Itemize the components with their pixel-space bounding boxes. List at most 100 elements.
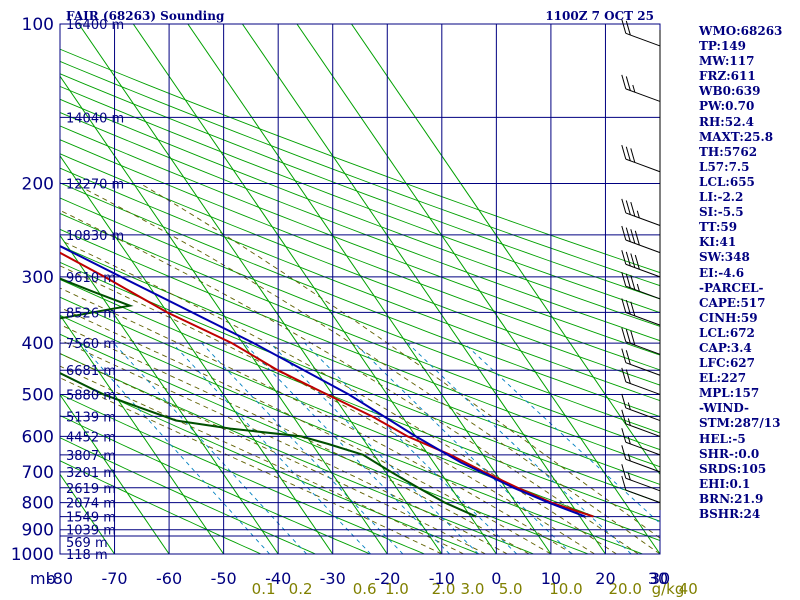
chart-title-left: FAIR (68263) Sounding	[66, 9, 225, 23]
wind-barb-half-flag	[627, 436, 631, 444]
wind-barb-flag	[630, 148, 636, 163]
height-label: 7560 m	[66, 337, 116, 352]
height-label: 16400 m	[66, 18, 124, 33]
isotherm-line	[60, 75, 388, 554]
wind-barb-shaft	[625, 423, 661, 437]
wind-barb-shaft	[625, 32, 661, 47]
wind-barb-flag	[630, 253, 636, 268]
wind-barb-flag	[621, 19, 627, 34]
sounding-index-item: SRDS:105	[699, 461, 767, 476]
dry-adiabat-line	[60, 261, 660, 504]
dry-adiabat-line	[60, 393, 425, 554]
wind-barb-shaft	[625, 381, 661, 395]
height-label: 4452 m	[66, 430, 116, 445]
sounding-index-item: LFC:627	[699, 356, 755, 371]
wind-barb-flag	[621, 327, 627, 342]
temperature-tick-label: 10	[541, 569, 561, 588]
isotherm-line	[0, 24, 5, 554]
temperature-line	[60, 251, 594, 518]
wind-barb-flag	[625, 369, 631, 384]
wind-barb-flag	[621, 393, 627, 409]
mixing-ratio-label: 0.2	[289, 580, 313, 598]
mixing-ratio-label: 10.0	[549, 580, 582, 598]
sounding-index-item: SHR-:0.0	[699, 446, 760, 461]
pressure-tick-label: 800	[22, 494, 54, 514]
pressure-tick-label: 300	[22, 268, 54, 288]
pressure-tick-label: 700	[22, 463, 54, 483]
wind-barb-flag	[625, 227, 631, 242]
sounding-index-item: CAP:3.4	[699, 340, 752, 355]
sounding-index-item: -PARCEL-	[699, 280, 764, 295]
wind-barb-flag	[621, 145, 627, 160]
mixing-ratio-label: 5.0	[499, 580, 523, 598]
isotherm-line	[60, 154, 334, 554]
wind-barb-shaft	[625, 158, 661, 173]
temperature-tick-label: -70	[101, 569, 127, 588]
plot-frame	[59, 23, 661, 555]
wind-barb-half-flag	[627, 402, 631, 410]
wind-barb-flag	[621, 74, 627, 89]
sounding-index-item: TP:149	[699, 39, 747, 54]
mixing-ratio-label: 2.0	[432, 580, 456, 598]
height-label: 118 m	[66, 548, 108, 563]
wind-barb-flag	[630, 330, 636, 346]
sounding-index-item: WB0:639	[699, 84, 761, 99]
pressure-tick-label: 400	[22, 334, 54, 354]
wind-barb-half-flag	[627, 453, 631, 462]
wind-barb-flag	[634, 254, 640, 270]
sounding-index-item: RH:52.4	[699, 114, 754, 129]
mixing-ratio-label: 0.6	[353, 580, 377, 598]
sounding-index-item: LCL:672	[699, 325, 755, 340]
wind-barb-flag	[625, 146, 631, 161]
height-label: 5880 m	[66, 388, 116, 403]
isotherm-line	[60, 234, 279, 554]
wind-barb-shaft	[625, 88, 661, 102]
moist-adiabat-line	[140, 183, 660, 539]
mixing-ratio-label: 40	[679, 580, 698, 598]
pressure-tick-label: 200	[22, 175, 54, 195]
isotherm-line	[351, 24, 660, 476]
wind-barb-flag	[630, 275, 636, 290]
isotherm-line	[60, 314, 225, 554]
sounding-index-item: BSHR:24	[699, 507, 761, 521]
sounding-index-item: CAPE:517	[699, 295, 766, 310]
sounding-index-item: CINH:59	[699, 310, 758, 325]
wind-barb-half-flag	[636, 283, 640, 292]
sounding-index-item: KI:41	[699, 235, 737, 250]
wind-barb-flag	[621, 445, 627, 460]
axis-label-layer: 0.1 0.2 0.6 1.0 2.0 3.0 5.0 10.0 20.0 40g/kg10020…	[11, 15, 698, 598]
wind-barb-shaft	[625, 239, 661, 254]
wind-barb-flag	[625, 273, 631, 288]
pressure-tick-label: 600	[22, 427, 54, 447]
sounding-index-item: BRN:21.9	[699, 491, 764, 506]
sounding-index-item: MPL:157	[699, 386, 760, 401]
temperature-tick-label: 0	[491, 569, 501, 588]
mixing-ratio-label: 3.0	[461, 580, 485, 598]
wind-barb-flag	[625, 76, 631, 91]
temperature-tick-label: -10	[429, 569, 455, 588]
mixing-ratio-line	[201, 342, 404, 554]
wind-barb-flag	[621, 348, 627, 363]
height-label: 2619 m	[66, 482, 116, 497]
temperature-axis-end-label: 30	[648, 569, 668, 588]
pressure-tick-label: 100	[22, 15, 54, 35]
mixing-ratio-label: 1.0	[385, 580, 409, 598]
wind-barb-flag	[621, 428, 627, 443]
sounding-indices-list: WMO:68263 TP:149 MW:117 FRZ:611 WB0:639 PW:0.…	[699, 24, 782, 522]
sounding-index-item: LCL:655	[699, 174, 755, 189]
sounding-index-item: EI:-4.6	[699, 265, 745, 280]
moist-adiabat-line	[73, 183, 660, 554]
sounding-index-item: -WIND-	[699, 401, 749, 416]
wind-barb-shaft	[625, 362, 661, 376]
wind-barb-half-flag	[636, 210, 640, 218]
wind-barb-flag	[625, 251, 631, 267]
temperature-tick-label: -40	[265, 569, 291, 588]
sounding-index-item: TT:59	[699, 220, 738, 235]
wind-barb-flag	[621, 298, 627, 313]
wind-barb-flag	[621, 272, 627, 287]
height-label: 2074 m	[66, 497, 116, 512]
mixing-ratio-label: 20.0	[609, 580, 642, 598]
wind-barb-flag	[621, 464, 627, 479]
sounding-index-item: EHI:0.1	[699, 476, 751, 491]
